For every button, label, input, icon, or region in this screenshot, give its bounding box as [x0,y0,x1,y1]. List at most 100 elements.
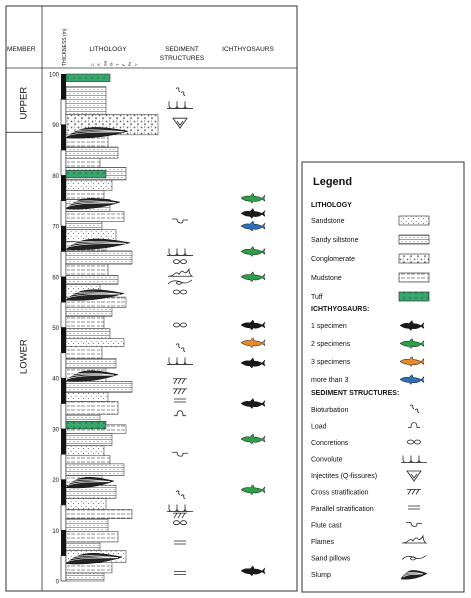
ichthyosaur-icon [399,338,425,349]
flames-icon [167,267,194,277]
legend-sandstone-swatch [398,215,430,226]
legend-lithology-label: Sandstone [311,218,345,225]
lithology-bed [65,572,105,582]
ichthyosaur-icon [240,398,266,409]
legend-mudstone-swatch [398,272,430,283]
lithology-bed [65,346,103,359]
tuff-bed [65,421,107,430]
legend-ichthyosaur-label: more than 3 [311,377,348,384]
legend-lithology-list: Sandstone Sandy siltstone Conglomerate Muds… [311,215,430,302]
legend-frame [301,161,465,593]
ichthyosaur-icon [240,220,266,232]
thickness-header: THICKNESS (m) [62,28,68,66]
lithology-bed [65,380,133,393]
legend-sediment-label: Flute cast [311,523,341,530]
thickness-tick-label: 0 [56,580,60,586]
slump-bed-fold [67,557,119,562]
concretions-icon [173,520,180,526]
lithology-bed [65,86,107,115]
flames-icon [401,534,428,544]
legend-sediment-label: Sand pillows [311,556,351,563]
sediment-header-line1: SEDIMENT [165,46,199,53]
bioturbation-icon [175,87,186,97]
sediment-structures-column [167,87,194,575]
ruler-block-light [60,251,67,278]
convolute-icon [167,101,193,109]
lithology-scale-label: F [122,63,126,66]
thickness-ruler: 0 10 20 30 40 50 60 70 80 90 100 [49,73,67,586]
legend-sandy-siltstone-swatch [398,234,430,245]
load-icon [408,422,420,428]
legend-ichthyosaur-label: 2 specimens [311,341,351,348]
cross-stratification-icon [407,489,421,495]
lithology-scale-label: S [97,63,101,66]
tuff-bed [65,73,111,82]
legend-sediment-label: Concretions [311,440,349,447]
lithology-header: LITHOLOGY [89,46,127,53]
parallel-stratification-icon [174,398,186,403]
parallel-stratification-icon [174,540,186,545]
legend-sediment-list: Bioturbation Load Concretions Convolute Inje… [311,404,428,580]
sand-pillows-icon [167,279,193,285]
sand-pillows-icon [401,555,427,561]
lithology-bed [65,358,117,369]
legend-lithology-label: Mudstone [311,275,342,282]
ichthyosaur-icon [399,320,425,331]
legend-title: Legend [313,176,352,188]
lithology-bed [65,401,119,415]
ichthyosaur-icon [399,356,425,367]
lithology-bed [65,250,133,265]
slump-bed-fold [67,202,117,207]
lithology-bed [65,531,119,543]
ichthyosaur-icon [240,433,266,445]
thickness-tick-label: 100 [49,73,60,79]
legend-ichthyosaurs-list: 1 specimen 2 specimens 3 specimens more tha… [311,320,425,385]
thickness-tick-label: 50 [52,326,59,332]
slump-bed-fold [67,481,111,486]
cross-stratification-icon [173,378,187,384]
concretions-icon [180,520,187,526]
injectites-icon [406,470,422,482]
thickness-tick-label: 20 [52,478,59,484]
legend-sediment-label: Parallel stratification [311,506,374,513]
lithology-scale-label: Si [110,62,114,66]
lithology-bed [65,518,109,532]
ichthyosaurs-header: ICHTHYOSAURS [222,46,274,53]
convolute-icon [401,455,427,463]
member-label-upper: UPPER [19,87,30,120]
ruler-block-light [60,352,67,379]
lithology-bed [65,392,109,402]
lithology-bed [65,541,101,551]
ruler-block-light [60,149,67,176]
legend-lithology-label: Tuff [311,294,323,301]
ruler-block-dark [61,124,66,151]
ichthyosaur-icon [240,271,266,283]
flute-cast-icon [172,451,188,457]
ruler-block-light [60,200,67,227]
ichthyosaur-icon [399,374,425,385]
lithology-scale-label: Y [134,63,138,66]
member-labels: UPPER LOWER [6,87,42,374]
concretions-icon [407,439,414,445]
ichthyosaur-icon [240,192,266,204]
parallel-stratification-icon [408,505,420,510]
ruler-block-dark [61,479,66,505]
bioturbation-icon [409,404,420,414]
concretions-icon [180,259,187,264]
lithology-bed [65,146,119,159]
concretions-icon [180,289,187,295]
lithology-bed [65,433,113,446]
ichthyosaur-icon [240,337,266,349]
lithology-bed [65,445,105,457]
lithology-scale-label: Ssi [103,61,107,66]
convolute-icon [167,248,193,256]
legend-sediment-label: Flames [311,539,334,546]
load-icon [174,410,186,417]
lithology-scale-label: C [91,63,95,66]
concretions-icon [173,259,180,264]
legend-lithology-heading: LITHOLOGY [311,202,352,209]
lithology-bed [65,157,101,168]
slump-bed-fold [67,243,127,248]
injectites-icon [172,117,188,129]
bioturbation-icon [175,490,186,500]
